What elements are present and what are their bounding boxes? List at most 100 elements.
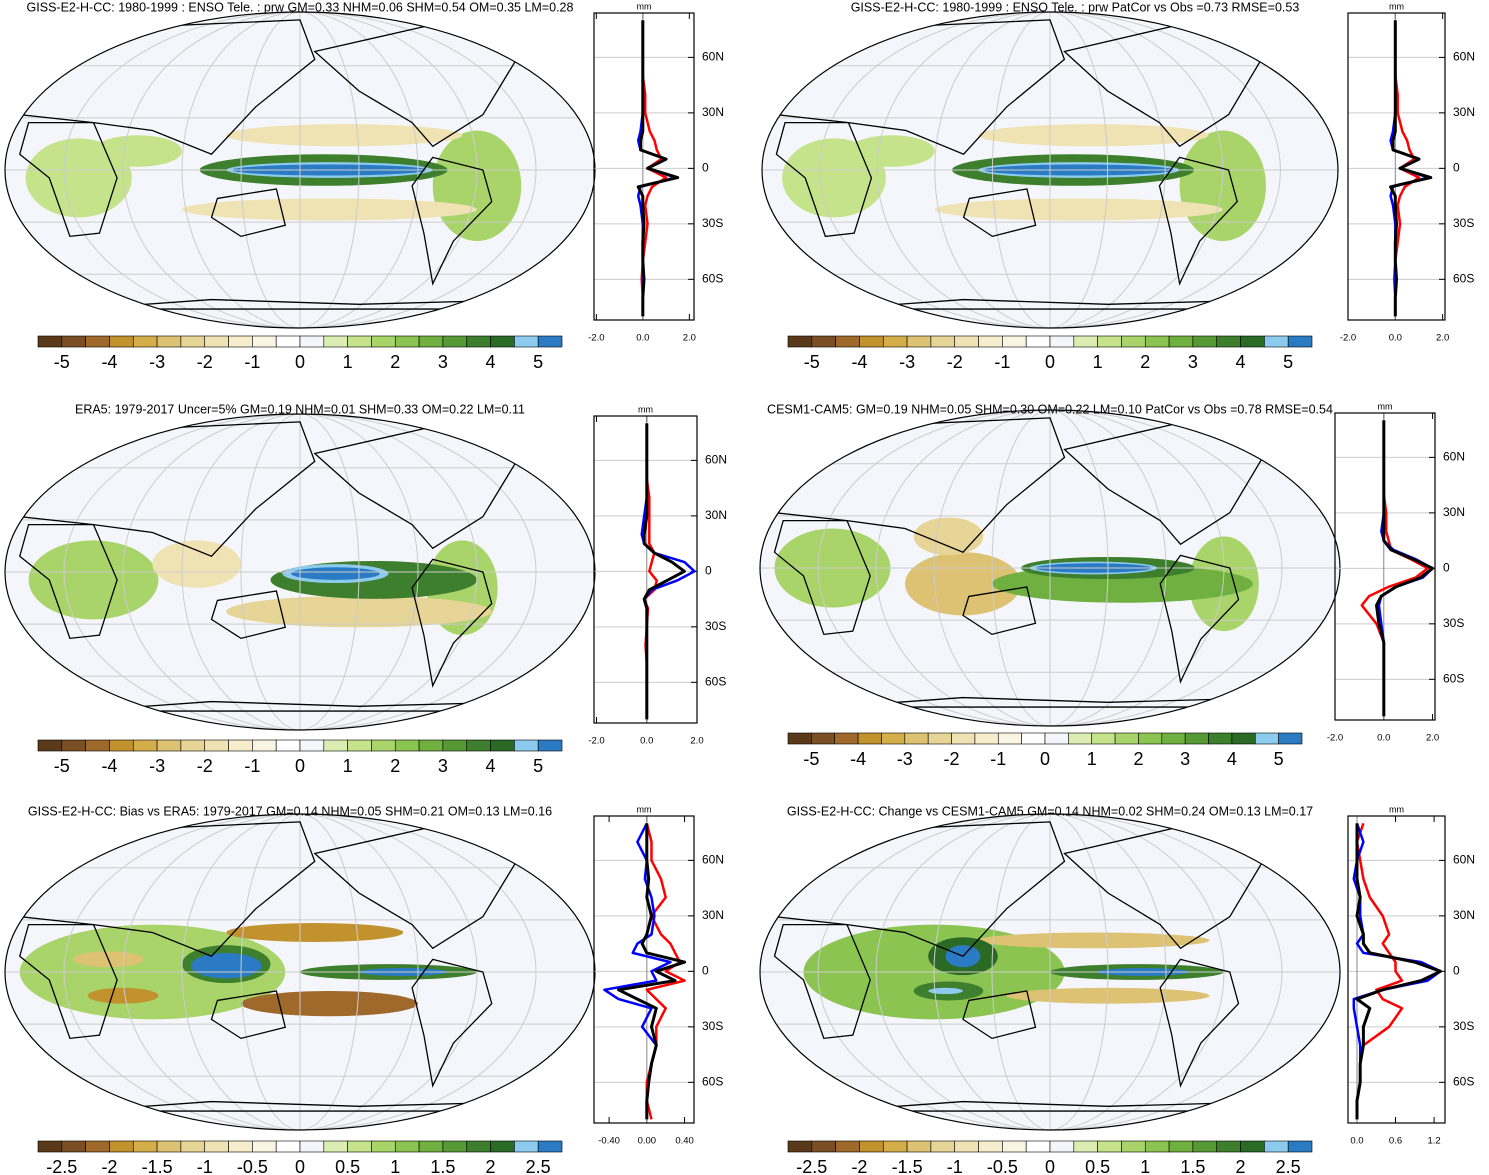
- colorbar-box: [1168, 1140, 1194, 1153]
- x-tick-label: 2.0: [1426, 733, 1439, 744]
- map-meridian: [122, 814, 478, 1130]
- panel-title: GISS-E2-H-CC: 1980-1999 : ENSO Tele. : p…: [851, 0, 1300, 14]
- colorbar-box: [997, 732, 1022, 745]
- x-tick-label: -2.0: [1327, 733, 1343, 744]
- colorbar-label: -5: [54, 352, 70, 372]
- coastline: [773, 417, 1066, 553]
- colorbar-label: -2: [101, 1157, 117, 1175]
- colorbar-box: [323, 739, 348, 752]
- colorbar-label: -5: [54, 756, 70, 776]
- map-meridian: [63, 414, 537, 730]
- colorbar-box: [834, 732, 859, 745]
- colorbar-box: [927, 732, 952, 745]
- coastline: [19, 523, 118, 640]
- plot-frame: [593, 415, 698, 724]
- x-tick-label: 2.0: [690, 736, 703, 747]
- colorbar-box: [132, 335, 158, 348]
- colorbar-box: [1287, 1140, 1313, 1153]
- map-meridian: [63, 12, 537, 328]
- y-tick-label: 60N: [702, 853, 724, 867]
- colorbar-box: [1044, 732, 1069, 745]
- profile-line: [1355, 823, 1442, 1120]
- colorbar-box: [1161, 732, 1186, 745]
- field-blob: [928, 987, 963, 995]
- colorbar-box: [299, 739, 325, 752]
- map-field: [5, 814, 595, 1130]
- colorbar-box: [951, 732, 976, 745]
- field-blob: [1179, 130, 1267, 242]
- field-blob: [182, 198, 477, 221]
- colorbar-box: [180, 1140, 206, 1153]
- colorbar-label: -1: [994, 352, 1010, 372]
- profile-line: [1389, 20, 1433, 317]
- colorbar-label: 4: [486, 352, 496, 372]
- colorbar-box: [974, 732, 999, 745]
- colorbar-box: [1278, 732, 1303, 745]
- colorbar-label: 1: [343, 352, 353, 372]
- field-blob: [977, 124, 1209, 147]
- y-tick-label: 60S: [1453, 1074, 1474, 1088]
- colorbar-box: [1216, 335, 1241, 348]
- field-blob: [913, 517, 984, 556]
- colorbar-box: [787, 335, 813, 348]
- coastline: [773, 519, 871, 636]
- colorbar-box: [371, 1140, 396, 1153]
- colorbar-box: [835, 1140, 860, 1153]
- x-tick-label: 0.0: [640, 736, 653, 747]
- colorbar-label: 1: [1087, 749, 1097, 769]
- plot-frame: [1347, 815, 1446, 1124]
- colorbar-label: 4: [1227, 749, 1237, 769]
- colorbar-box: [904, 732, 929, 745]
- colorbar-box: [394, 1140, 420, 1153]
- colorbar-label: 2.5: [526, 1157, 551, 1175]
- y-tick-label: 0: [1453, 964, 1460, 978]
- x-tick-label: 0.0: [1377, 733, 1390, 744]
- colorbar-box: [1184, 732, 1209, 745]
- colorbar-label: 5: [1274, 749, 1284, 769]
- y-tick-label: 60S: [705, 674, 726, 688]
- colorbar-box: [442, 335, 468, 348]
- y-tick-label: 30S: [702, 1019, 723, 1033]
- colorbar-box: [275, 335, 301, 348]
- colorbar-box: [1138, 732, 1163, 745]
- colorbar-box: [418, 739, 444, 752]
- colorbar-label: -2: [947, 352, 963, 372]
- colorbar-box: [466, 739, 491, 752]
- map-border: [761, 11, 1339, 329]
- x-axis-label: mm: [637, 1, 652, 11]
- map-meridian: [875, 814, 1225, 1130]
- colorbar-label: 0: [295, 756, 305, 776]
- colorbar-box: [978, 1140, 1003, 1153]
- coastline: [411, 958, 493, 1088]
- colorbar-label: -1.5: [892, 1157, 923, 1175]
- colorbar-box: [1025, 335, 1051, 348]
- colorbar-box: [537, 739, 563, 752]
- panel-title: GISS-E2-H-CC: Change vs CESM1-CAM5 GM=0.…: [787, 804, 1313, 818]
- map-field: [760, 410, 1340, 726]
- colorbar-box: [109, 1140, 134, 1153]
- coastline: [19, 19, 316, 155]
- coastline: [773, 923, 871, 1040]
- field-blob: [291, 567, 380, 580]
- x-axis-label: mm: [1378, 401, 1393, 411]
- colorbar-box: [228, 335, 253, 348]
- colorbar-label: -3: [897, 749, 913, 769]
- x-tick-label: 0.6: [1389, 1136, 1402, 1147]
- y-tick-label: 60S: [1453, 271, 1474, 285]
- x-tick-label: 2.0: [683, 333, 696, 344]
- colorbar-box: [1121, 335, 1146, 348]
- colorbar-box: [109, 335, 134, 348]
- colorbar-label: 5: [533, 756, 543, 776]
- y-tick-label: 60S: [702, 271, 723, 285]
- colorbar-box: [1097, 335, 1122, 348]
- colorbar-box: [204, 335, 229, 348]
- colorbar-label: 4: [486, 756, 496, 776]
- colorbar-label: -2.5: [796, 1157, 827, 1175]
- colorbar-box: [180, 739, 206, 752]
- colorbar-box: [954, 1140, 979, 1153]
- colorbar-box: [37, 739, 63, 752]
- coastline: [210, 590, 287, 640]
- colorbar-label: -1: [947, 1157, 963, 1175]
- colorbar-label: 0.5: [1085, 1157, 1110, 1175]
- field-blob: [226, 124, 463, 147]
